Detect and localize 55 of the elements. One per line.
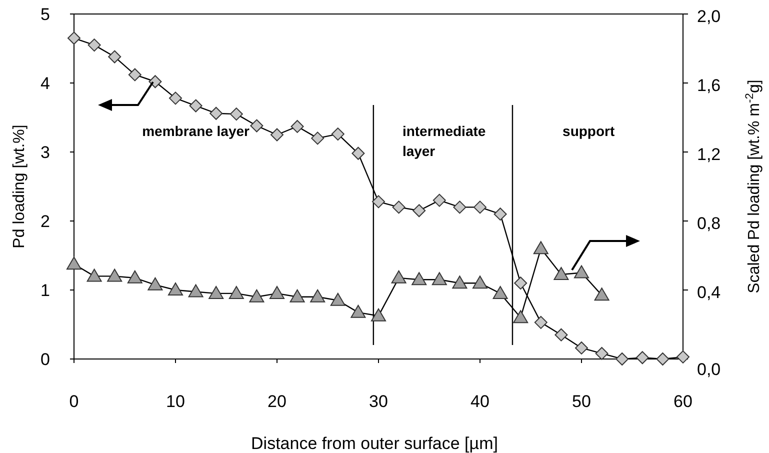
x-tick-label: 10: [166, 392, 185, 411]
point: [88, 38, 101, 52]
point: [230, 108, 243, 121]
y2-tick-label: 0,4: [697, 283, 721, 302]
point: [676, 350, 690, 364]
point: [148, 75, 162, 88]
point: [128, 68, 142, 82]
x-axis-title: Distance from outer surface [µm]: [251, 434, 498, 453]
annotation: support: [562, 123, 615, 139]
point: [372, 195, 385, 208]
point: [290, 120, 304, 133]
point: [494, 208, 507, 221]
y-tick-label: 4: [40, 74, 50, 93]
y-tick-label: 0: [40, 350, 50, 369]
annotation: membrane layer: [142, 123, 250, 139]
x-tick-label: 20: [268, 392, 286, 411]
point: [616, 352, 629, 366]
y2-tick-label: 1,6: [697, 76, 721, 95]
point: [575, 341, 588, 354]
x-tick-label: 50: [572, 392, 591, 411]
point: [108, 50, 122, 64]
point: [432, 194, 446, 207]
x-tick-label: 0: [69, 392, 79, 411]
point: [554, 328, 568, 342]
y2-tick-label: 0,8: [697, 214, 721, 233]
y-tick-label: 3: [40, 143, 50, 162]
point: [412, 204, 426, 218]
y-tick-label: 1: [40, 281, 50, 300]
y2-tick-label: 0,0: [697, 360, 721, 379]
point: [474, 200, 486, 214]
x-tick-label: 60: [674, 392, 692, 411]
point: [311, 132, 324, 145]
point: [352, 146, 365, 160]
point: [189, 99, 202, 112]
point: [514, 276, 528, 290]
x-tick-label: 30: [369, 392, 388, 411]
point: [534, 316, 548, 329]
point: [210, 106, 223, 120]
point: [331, 128, 344, 141]
point: [453, 200, 466, 214]
annotation: intermediate layer: [402, 123, 486, 159]
y2-tick-label: 2,0: [697, 7, 721, 26]
point: [636, 351, 649, 364]
y2-tick-label: 1,2: [697, 145, 721, 164]
point: [595, 346, 608, 360]
y-tick-label: 5: [40, 5, 50, 24]
point: [68, 32, 80, 45]
y-tick-label: 2: [40, 212, 50, 231]
point: [270, 128, 284, 142]
x-tick-label: 40: [470, 392, 490, 411]
point: [250, 119, 264, 132]
point: [392, 200, 406, 214]
point: [169, 92, 182, 105]
y-axis-title: Pd loading [wt.%]: [11, 124, 28, 248]
point: [656, 352, 670, 366]
